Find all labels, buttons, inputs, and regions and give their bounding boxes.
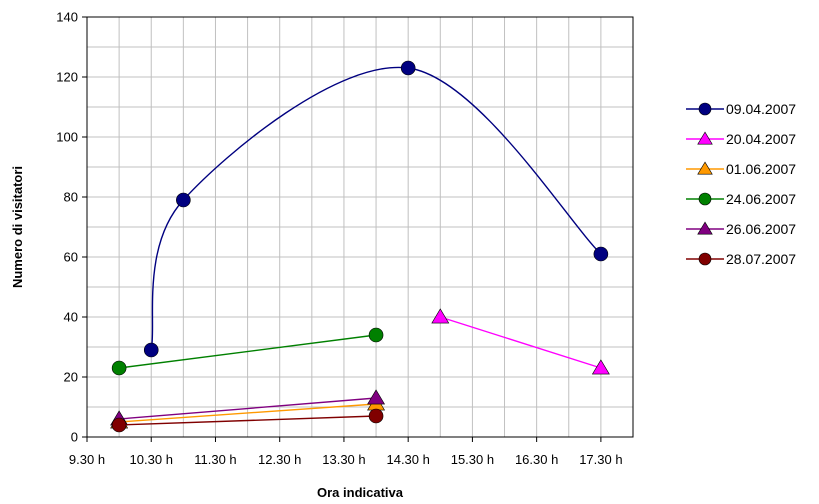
legend-item: 24.06.2007 [686, 191, 796, 207]
legend-item: 20.04.2007 [686, 131, 796, 147]
legend-label: 24.06.2007 [726, 191, 796, 207]
data-point [367, 389, 386, 405]
x-axis-title: Ora indicativa [317, 485, 404, 500]
x-tick-label: 12.30 h [258, 452, 301, 467]
legend-marker [697, 161, 713, 175]
series-20.04.2007 [431, 308, 610, 375]
legend-label: 09.04.2007 [726, 101, 796, 117]
x-tick-label: 17.30 h [579, 452, 622, 467]
series-09.04.2007 [143, 60, 609, 358]
series-line [119, 397, 377, 420]
legend-marker [698, 252, 712, 266]
series-line [150, 66, 602, 351]
y-tick-label: 0 [71, 430, 78, 445]
legend-item: 01.06.2007 [686, 161, 796, 177]
data-point [400, 60, 416, 76]
data-point [176, 192, 191, 208]
data-point [143, 342, 159, 358]
data-point [591, 359, 610, 375]
legend-marker [698, 192, 712, 206]
legend-label: 28.07.2007 [726, 251, 796, 267]
x-tick-label: 11.30 h [194, 452, 236, 467]
x-tick-label: 15.30 h [451, 452, 494, 467]
series-line [440, 316, 602, 369]
legend-item: 09.04.2007 [686, 101, 796, 117]
y-tick-label: 60 [64, 250, 78, 265]
y-axis-title: Numero di visitatori [10, 166, 25, 288]
x-tick-label: 10.30 h [130, 452, 173, 467]
legend-label: 26.06.2007 [726, 221, 796, 237]
data-point [368, 327, 384, 343]
series-28.07.2007 [111, 408, 384, 433]
y-tick-label: 20 [64, 370, 78, 385]
series-line [119, 334, 377, 369]
x-tick-label: 9.30 h [69, 452, 105, 467]
x-tick-label: 13.30 h [322, 452, 365, 467]
y-tick-label: 80 [64, 190, 78, 205]
gridlines [87, 17, 633, 437]
data-point [593, 246, 609, 262]
series-line [119, 403, 377, 423]
legend-label: 01.06.2007 [726, 161, 796, 177]
y-tick-label: 120 [56, 70, 78, 85]
legend: 09.04.2007 20.04.2007 01.06.2007 24.06.2007… [686, 101, 796, 267]
legend-marker [698, 102, 712, 116]
legend-marker [697, 221, 713, 235]
y-tick-label: 140 [56, 10, 78, 25]
series-24.06.2007 [111, 327, 384, 376]
axes: 0 20 40 60 80 100 120 140 9.30 h 10.30 h 11.30 h 12… [56, 10, 622, 468]
y-tick-label: 100 [56, 130, 78, 145]
series-line [119, 415, 377, 426]
legend-marker [697, 131, 713, 145]
x-tick-label: 14.30 h [386, 452, 429, 467]
legend-item: 26.06.2007 [686, 221, 796, 237]
legend-label: 20.04.2007 [726, 131, 796, 147]
data-point [111, 417, 127, 433]
data-point [431, 308, 450, 324]
legend-item: 28.07.2007 [686, 251, 796, 267]
series-layer [110, 60, 610, 433]
y-tick-label: 40 [64, 310, 78, 325]
data-point [368, 408, 384, 424]
x-tick-label: 16.30 h [515, 452, 558, 467]
data-point [111, 360, 127, 376]
plot-area [86, 16, 634, 438]
